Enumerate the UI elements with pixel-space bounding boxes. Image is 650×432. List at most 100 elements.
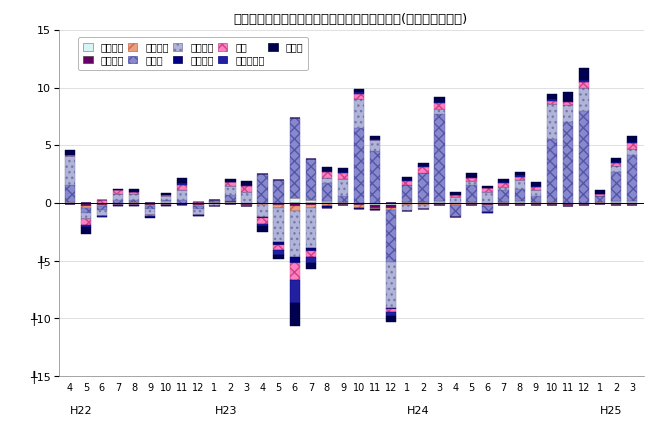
Bar <box>563 92 573 101</box>
Bar <box>611 203 621 204</box>
Bar <box>306 203 316 205</box>
Bar <box>418 173 428 202</box>
Bar <box>226 203 236 204</box>
Bar <box>97 210 107 216</box>
Bar <box>257 217 268 218</box>
Bar <box>257 226 268 232</box>
Bar <box>482 203 493 204</box>
Bar <box>129 205 139 206</box>
Bar <box>81 206 91 208</box>
Bar <box>193 205 203 206</box>
Bar <box>161 193 172 195</box>
Bar <box>64 203 75 204</box>
Bar <box>257 174 268 203</box>
Bar <box>530 186 541 187</box>
Bar <box>322 178 332 184</box>
Bar <box>161 196 172 200</box>
Bar <box>97 206 107 210</box>
Bar <box>563 203 573 204</box>
Bar <box>627 149 638 155</box>
Bar <box>226 202 236 203</box>
Bar <box>177 178 187 184</box>
Bar <box>274 242 284 245</box>
Bar <box>370 140 380 151</box>
Bar <box>499 184 509 187</box>
Bar <box>322 184 332 201</box>
Bar <box>578 203 590 204</box>
Bar <box>129 203 139 204</box>
Bar <box>289 263 300 280</box>
Bar <box>129 202 139 203</box>
Bar <box>129 189 139 191</box>
Bar <box>145 216 155 217</box>
Bar <box>338 202 348 203</box>
Bar <box>418 166 428 167</box>
Bar <box>97 216 107 217</box>
Bar <box>81 227 91 234</box>
Bar <box>112 194 124 200</box>
Bar <box>402 180 413 181</box>
Bar <box>274 180 284 203</box>
Bar <box>627 143 638 149</box>
Bar <box>241 184 252 186</box>
Bar <box>241 186 252 191</box>
Bar <box>563 105 573 122</box>
Bar <box>386 312 396 316</box>
Text: H22: H22 <box>70 407 92 416</box>
Bar <box>112 205 124 206</box>
Bar <box>482 212 493 213</box>
Bar <box>595 191 605 194</box>
Bar <box>112 191 124 194</box>
Bar <box>595 194 605 196</box>
Bar <box>530 196 541 202</box>
Bar <box>193 203 203 204</box>
Bar <box>289 303 300 326</box>
Bar <box>177 184 187 191</box>
Bar <box>530 203 541 204</box>
Bar <box>386 203 396 205</box>
Bar <box>627 136 638 142</box>
Bar <box>386 262 396 308</box>
Bar <box>145 204 155 205</box>
Bar <box>386 210 396 262</box>
Bar <box>306 200 316 203</box>
Bar <box>193 204 203 205</box>
Bar <box>450 191 461 195</box>
Bar <box>450 195 461 197</box>
Bar <box>402 184 413 202</box>
Bar <box>64 155 75 156</box>
Bar <box>322 204 332 206</box>
Bar <box>370 151 380 203</box>
Bar <box>129 191 139 194</box>
Bar <box>64 150 75 155</box>
Bar <box>499 182 509 184</box>
Bar <box>499 202 509 203</box>
Bar <box>370 208 380 209</box>
Bar <box>354 205 364 208</box>
Bar <box>466 203 476 204</box>
Bar <box>530 204 541 205</box>
Bar <box>386 205 396 208</box>
Bar <box>402 204 413 205</box>
Bar <box>547 203 557 204</box>
Bar <box>627 201 638 203</box>
Bar <box>81 219 91 225</box>
Bar <box>611 166 621 172</box>
Bar <box>338 173 348 179</box>
Bar <box>627 204 638 205</box>
Bar <box>499 187 509 191</box>
Bar <box>241 205 252 206</box>
Bar <box>354 99 364 128</box>
Bar <box>482 205 493 206</box>
Bar <box>161 203 172 204</box>
Bar <box>209 203 220 204</box>
Bar <box>547 204 557 205</box>
Bar <box>515 204 525 205</box>
Text: H25: H25 <box>600 407 623 416</box>
Bar <box>81 203 91 204</box>
Bar <box>257 224 268 226</box>
Bar <box>578 68 590 80</box>
Bar <box>226 182 236 186</box>
Bar <box>226 201 236 202</box>
Bar <box>563 204 573 205</box>
